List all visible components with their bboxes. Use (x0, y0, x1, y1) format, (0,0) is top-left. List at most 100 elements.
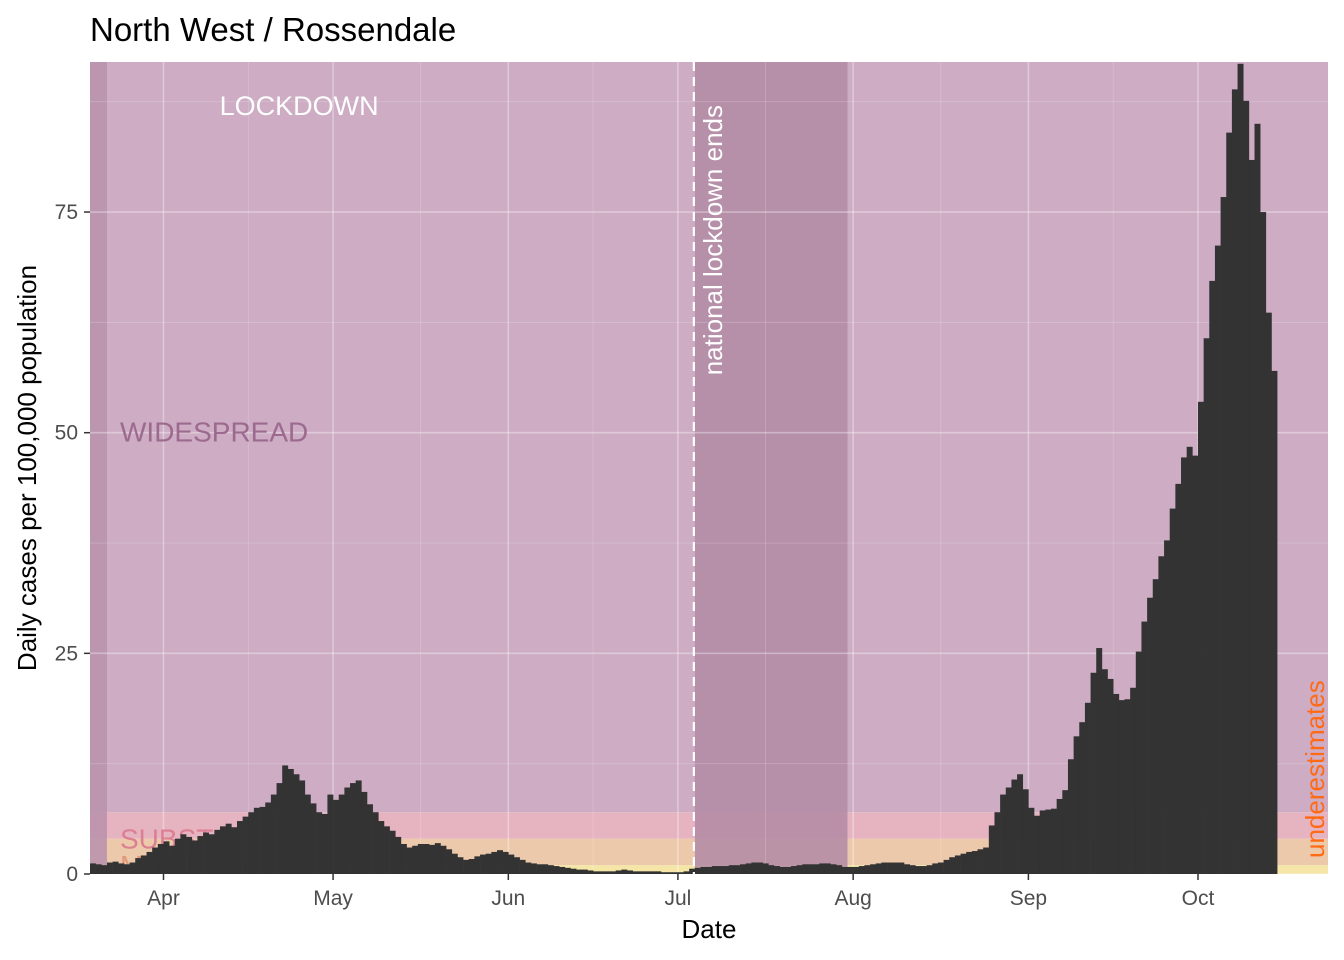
shaded-period-1 (694, 62, 848, 874)
bar (1226, 132, 1233, 874)
bar (180, 834, 187, 874)
bar (700, 866, 707, 874)
bar (1181, 457, 1187, 874)
bar (824, 863, 831, 874)
bar (875, 863, 882, 874)
bar (429, 844, 436, 874)
bar (1045, 809, 1052, 874)
bar (683, 871, 690, 874)
bar (140, 855, 147, 874)
bar (1022, 789, 1029, 874)
bar (434, 843, 441, 874)
bar (1000, 794, 1007, 874)
bar (1073, 736, 1080, 874)
bar (333, 799, 340, 874)
bar (604, 871, 611, 874)
bar (643, 871, 650, 874)
bar (457, 857, 464, 874)
bar (1107, 678, 1114, 874)
bar (474, 856, 481, 874)
bar (598, 871, 605, 874)
x-tick-label: May (313, 887, 353, 910)
bar (610, 871, 617, 874)
bar (807, 864, 814, 874)
bar (627, 870, 633, 874)
bar (1039, 810, 1046, 874)
event-line-label: national lockdown ends (698, 105, 728, 375)
bar (870, 864, 877, 874)
bar (163, 841, 170, 874)
bar (299, 780, 306, 874)
bar (502, 851, 509, 874)
bar (231, 827, 238, 874)
bar (242, 816, 249, 874)
shaded-period-0 (90, 62, 107, 874)
bar (728, 865, 735, 874)
bar (847, 866, 854, 874)
bar (706, 866, 713, 874)
bar (417, 843, 424, 874)
bar (926, 865, 933, 874)
bar (717, 866, 724, 874)
bar (1248, 159, 1255, 875)
band-label-widespread: WIDESPREAD (120, 417, 308, 448)
x-tick-label: Jul (664, 887, 691, 910)
bar (536, 864, 543, 874)
bar (1147, 597, 1154, 874)
bar (1169, 508, 1176, 874)
bar (694, 867, 701, 874)
bar (383, 826, 390, 874)
bar (932, 863, 939, 874)
bar (858, 866, 865, 874)
bar (423, 843, 430, 874)
bar (1197, 401, 1204, 874)
bar (1135, 651, 1142, 874)
bar (1141, 621, 1148, 874)
bar (1118, 700, 1125, 874)
bar (576, 869, 583, 874)
bar (1260, 212, 1267, 875)
bar (1096, 648, 1103, 874)
bar (112, 861, 119, 874)
bar (790, 866, 797, 874)
bar (1192, 455, 1199, 874)
bar (338, 794, 345, 874)
bar (304, 794, 311, 874)
bar (146, 851, 153, 874)
bar (220, 826, 226, 874)
bar (169, 845, 176, 874)
bar (983, 847, 990, 874)
bar (440, 845, 447, 874)
bar (587, 870, 594, 874)
bar (1101, 669, 1108, 874)
bar (236, 821, 243, 874)
bar (1067, 759, 1074, 874)
bar (1164, 540, 1171, 874)
bar (372, 812, 379, 874)
bar (214, 829, 221, 874)
bar (525, 862, 532, 874)
bar (197, 836, 204, 874)
bar (1028, 807, 1035, 874)
bar (1186, 446, 1193, 874)
bar (841, 866, 848, 874)
bar (711, 866, 718, 874)
bar (1271, 370, 1278, 874)
bar (689, 868, 696, 874)
bars (90, 63, 1278, 875)
bar (1214, 245, 1221, 874)
bar (157, 843, 164, 874)
bar (1209, 280, 1216, 874)
bar (909, 865, 916, 874)
bar (949, 857, 956, 874)
bar (1152, 579, 1159, 874)
bar (101, 865, 108, 874)
y-axis-title: Daily cases per 100,000 population (12, 265, 42, 671)
bar (796, 865, 803, 874)
bar (915, 866, 922, 874)
bar (649, 871, 656, 874)
bar (553, 866, 560, 874)
bar (570, 868, 577, 874)
bar (1175, 483, 1182, 874)
